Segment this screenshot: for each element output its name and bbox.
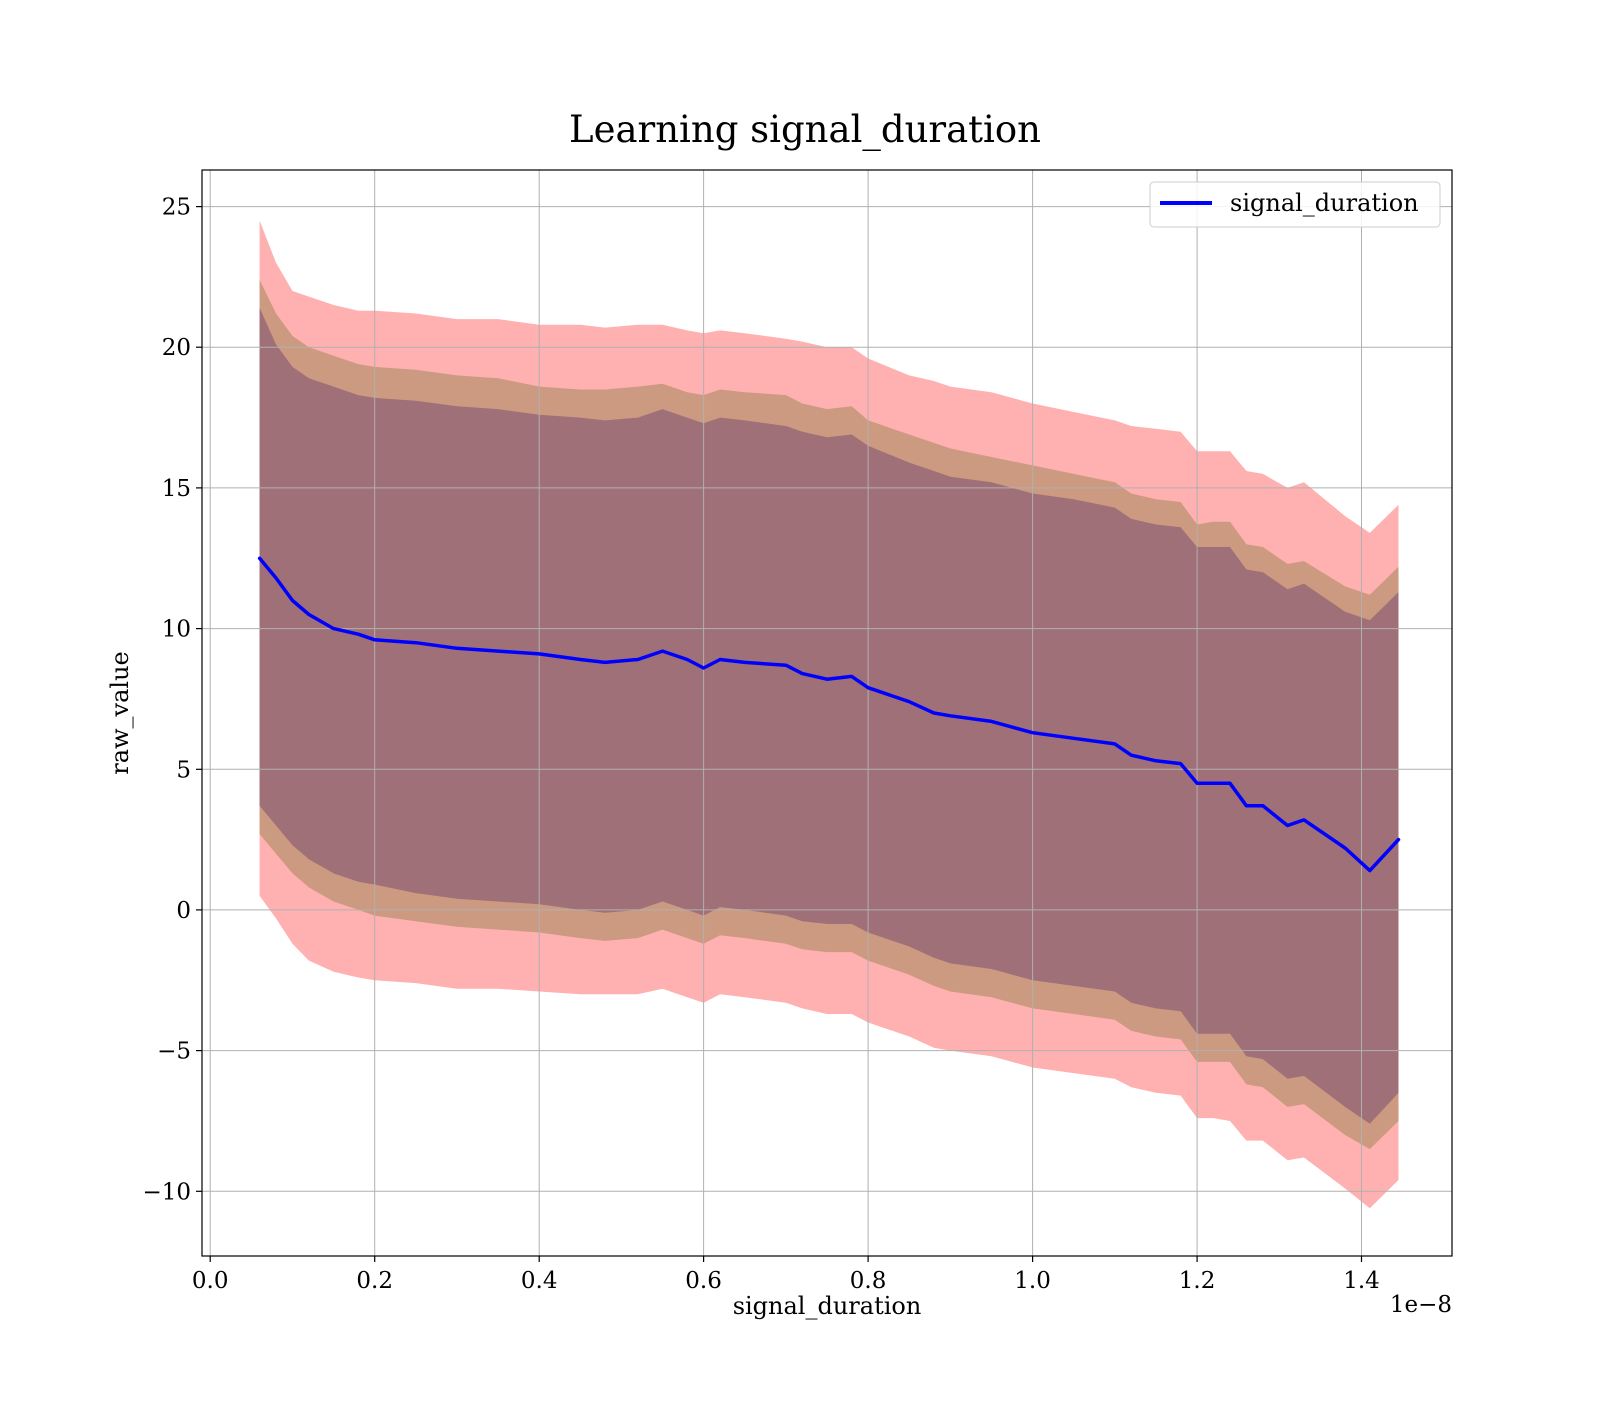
y-tick-label: −10 <box>142 1179 191 1205</box>
y-axis-ticks: −10 −5 0 5 10 15 20 25 <box>142 195 202 1205</box>
plot-frame <box>201 169 1453 1257</box>
x-tick-label: 0.2 <box>356 1268 393 1294</box>
legend-box <box>1149 181 1441 228</box>
x-axis-ticks: 0.0 0.2 0.4 0.6 0.8 1.0 1.2 1.4 <box>192 1256 1380 1294</box>
y-axis-label: raw_value <box>106 651 134 775</box>
legend: signal_duration <box>1149 181 1441 228</box>
chart-title: Learning signal_duration <box>569 108 1041 152</box>
x-tick-label: 1.0 <box>1014 1268 1051 1294</box>
y-tick-label: 0 <box>176 898 191 924</box>
series-line-layer <box>257 556 1401 873</box>
confidence-bands <box>259 220 1399 1209</box>
series-line-signal-duration <box>257 556 1401 873</box>
x-tick-label: 1.2 <box>1179 1268 1216 1294</box>
x-axis-label: signal_duration <box>733 1292 922 1320</box>
band-inner <box>259 307 1399 1124</box>
y-tick-label: 10 <box>162 617 191 643</box>
y-tick-label: 25 <box>162 195 191 221</box>
y-tick-label: 5 <box>176 757 191 783</box>
grid-lines <box>202 170 1452 1256</box>
y-tick-label: 15 <box>162 476 191 502</box>
x-tick-label: 0.0 <box>192 1268 229 1294</box>
legend-label: signal_duration <box>1230 189 1419 217</box>
y-tick-label: 20 <box>162 335 191 361</box>
x-tick-label: 0.8 <box>850 1268 887 1294</box>
x-tick-label: 0.6 <box>685 1268 722 1294</box>
x-tick-label: 0.4 <box>521 1268 558 1294</box>
x-tick-label: 1.4 <box>1343 1268 1380 1294</box>
x-axis-offset-label: 1e−8 <box>1390 1292 1452 1318</box>
y-tick-label: −5 <box>157 1039 191 1065</box>
